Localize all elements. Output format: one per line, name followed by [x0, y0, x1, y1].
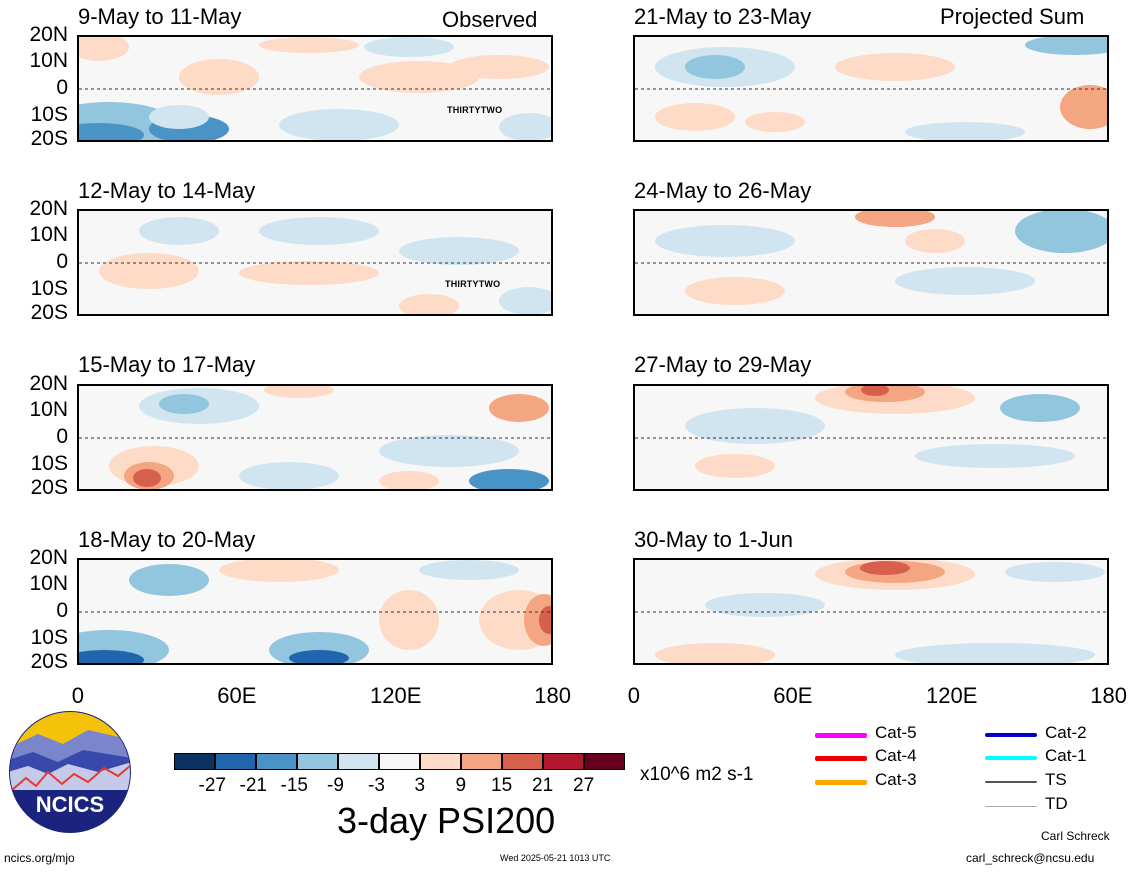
legend-label: TD — [1045, 794, 1068, 813]
lat-label: 20N — [29, 546, 68, 569]
legend-line — [985, 805, 1037, 807]
panel-title: 18-May to 20-May — [78, 527, 256, 552]
map-panel-24-26-may — [633, 209, 1109, 316]
logo-text: NCICS — [35, 792, 105, 817]
panel-title: 24-May to 26-May — [634, 178, 812, 203]
lat-label: 10S — [30, 452, 68, 475]
legend-label: Cat-4 — [875, 746, 917, 765]
map-panel-9-11-may: THIRTYTWO — [77, 35, 553, 142]
lat-label: 10S — [30, 626, 68, 649]
legend-line — [815, 732, 867, 738]
colorbar-units: x10^6 m2 s-1 — [640, 764, 754, 785]
colorbar-tick-label: -15 — [280, 775, 308, 796]
colorbar-tick-label: -9 — [327, 775, 344, 796]
product-title: 3-day PSI200 — [337, 800, 556, 841]
lat-label: 20N — [29, 23, 68, 46]
colorbar-tick-label: 3 — [414, 775, 426, 796]
author: Carl Schreck — [1041, 829, 1110, 843]
lat-label: 20S — [30, 301, 68, 324]
colorbar-tick-label: -21 — [239, 775, 267, 796]
legend-label: Cat-3 — [875, 770, 917, 789]
colorbar-swatch — [338, 753, 379, 770]
lat-label: 10N — [29, 223, 68, 246]
lon-label: 120E — [926, 683, 978, 708]
colorbar-tick-label: 15 — [491, 775, 513, 796]
colorbar-swatch — [461, 753, 502, 770]
lat-label: 20S — [30, 127, 68, 150]
colorbar-tick-label: -27 — [198, 775, 226, 796]
lon-label: 180 — [1090, 683, 1127, 708]
lat-label: 10N — [29, 49, 68, 72]
panel-title: 15-May to 17-May — [78, 352, 256, 377]
colorbar-tick-label: 9 — [455, 775, 467, 796]
lat-label: 0 — [56, 425, 68, 448]
colorbar-swatch — [420, 753, 461, 770]
lat-label: 0 — [56, 599, 68, 622]
panel-title: 12-May to 14-May — [78, 178, 256, 203]
map-panel-30-may-1-jun — [633, 558, 1109, 665]
projected-sum-label: Projected Sum — [940, 4, 1085, 29]
legend-label: Cat-2 — [1045, 723, 1087, 742]
map-panel-18-20-may — [77, 558, 553, 665]
lat-label: 20S — [30, 476, 68, 499]
colorbar-tick-label: 21 — [532, 775, 554, 796]
email[interactable]: carl_schreck@ncsu.edu — [966, 851, 1095, 865]
lon-label: 60E — [217, 683, 257, 708]
lat-label: 20N — [29, 197, 68, 220]
legend-label: Cat-1 — [1045, 746, 1087, 765]
legend-label: Cat-5 — [875, 723, 917, 742]
colorbar-swatch — [502, 753, 543, 770]
storm-label: THIRTYTWO — [447, 105, 503, 115]
map-panel-12-14-may: THIRTYTWO — [77, 209, 553, 316]
legend-label: TS — [1045, 770, 1067, 789]
colorbar-swatch — [584, 753, 625, 770]
panel-title: 27-May to 29-May — [634, 352, 812, 377]
ncics-logo: NCICS — [8, 710, 132, 834]
lat-label: 10S — [30, 103, 68, 126]
legend-line — [815, 779, 867, 785]
observed-label: Observed — [442, 7, 538, 32]
lat-label: 10S — [30, 277, 68, 300]
lon-label: 180 — [534, 683, 571, 708]
legend-line — [985, 733, 1037, 737]
colorbar-swatch — [543, 753, 584, 770]
lon-label: 60E — [773, 683, 813, 708]
colorbar-swatch — [379, 753, 420, 770]
legend-line — [985, 756, 1037, 760]
colorbar-swatch — [215, 753, 256, 770]
lon-label: 0 — [627, 683, 640, 708]
lon-label: 0 — [71, 683, 84, 708]
lat-label: 0 — [56, 250, 68, 273]
panel-title: 21-May to 23-May — [634, 4, 812, 29]
map-panel-27-29-may — [633, 384, 1109, 491]
lon-label: 120E — [370, 683, 422, 708]
colorbar-tick-label: 27 — [573, 775, 595, 796]
lat-label: 10N — [29, 398, 68, 421]
map-panel-21-23-may — [633, 35, 1109, 142]
map-panel-15-17-may — [77, 384, 553, 491]
panel-title: 9-May to 11-May — [78, 4, 242, 29]
panel-title: 30-May to 1-Jun — [634, 527, 793, 552]
colorbar-swatch — [297, 753, 338, 770]
colorbar-swatch — [174, 753, 215, 770]
legend-line — [985, 781, 1037, 783]
lat-label: 10N — [29, 572, 68, 595]
legend-line — [815, 755, 867, 761]
timestamp: Wed 2025-05-21 1013 UTC — [500, 853, 611, 863]
lat-label: 0 — [56, 76, 68, 99]
storm-label: THIRTYTWO — [445, 279, 501, 289]
site-link[interactable]: ncics.org/mjo — [4, 851, 75, 865]
lat-label: 20N — [29, 372, 68, 395]
colorbar-tick-label: -3 — [368, 775, 385, 796]
colorbar-swatch — [256, 753, 297, 770]
lat-label: 20S — [30, 650, 68, 673]
